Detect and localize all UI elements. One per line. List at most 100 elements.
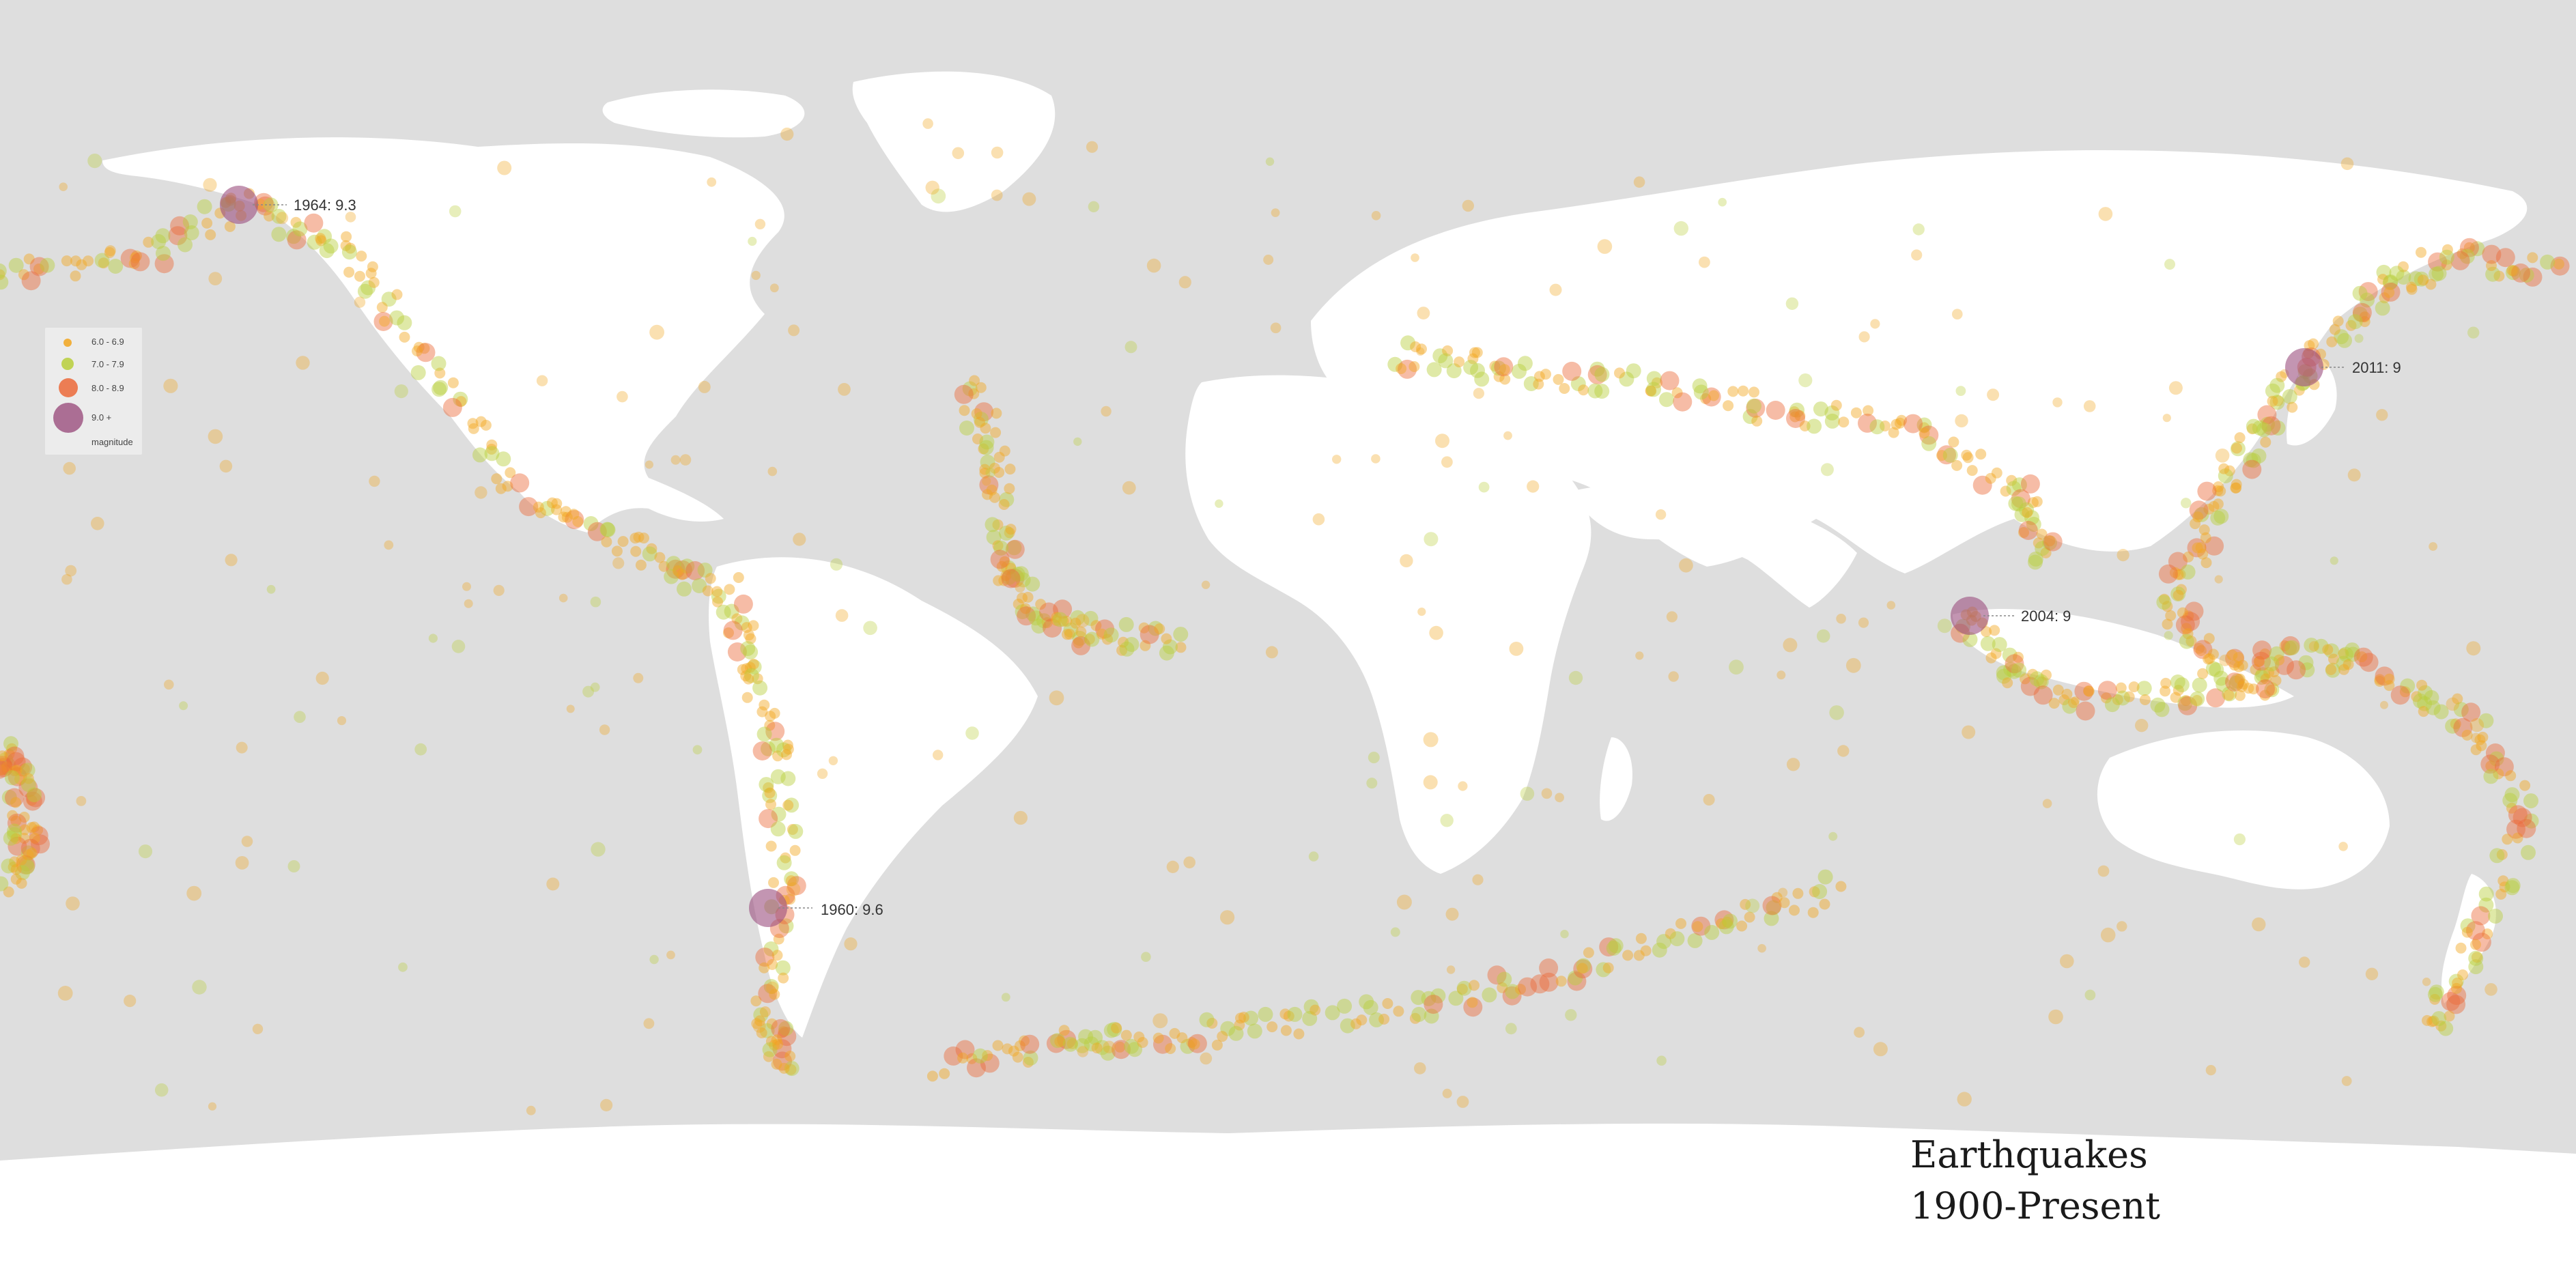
earthquake-marker [20,763,36,778]
earthquake-marker [971,408,982,419]
earthquake-marker [2026,517,2041,532]
earthquake-marker [2488,909,2503,924]
earthquake-marker [2231,479,2242,490]
earthquake-marker [1714,910,1734,930]
earthquake-marker [433,380,449,395]
earthquake-marker [2483,769,2499,784]
earthquake-marker [611,545,623,557]
earthquake-marker [2174,677,2190,693]
earthquake-marker [1660,371,1680,390]
earthquake-marker [2260,416,2275,432]
earthquake-marker [533,501,544,513]
earthquake-marker [337,716,347,726]
legend-dot-7 [61,358,74,370]
earthquake-marker [558,593,568,603]
earthquake-marker [1416,347,1425,356]
earthquake-marker [1235,1012,1246,1024]
earthquake-marker [568,509,580,520]
earthquake-marker [2429,993,2441,1005]
earthquake-marker [1279,1008,1291,1020]
earthquake-marker [2233,661,2245,672]
earthquake-marker [1744,911,1755,923]
earthquake-marker [1263,255,1274,265]
earthquake-marker [2175,584,2187,595]
earthquake-marker [978,440,994,455]
earthquake-marker [2200,532,2211,543]
earthquake-marker [1912,223,1925,236]
earthquake-marker [254,193,274,212]
earthquake-marker [2493,768,2504,780]
earthquake-marker [748,658,759,670]
earthquake-marker [220,186,258,224]
earthquake-marker [2182,628,2194,640]
earthquake-marker [1762,896,1782,915]
earthquake-marker [1503,431,1512,440]
earthquake-marker [1785,297,1799,310]
earthquake-marker [2298,655,2314,670]
legend-label-8: 8.0 - 8.9 [91,383,124,393]
earthquake-marker [993,575,1004,586]
earthquake-marker [1054,1036,1066,1047]
earthquake-marker [2343,659,2354,670]
earthquake-marker [1424,532,1439,547]
earthquake-marker [1169,1027,1180,1039]
earthquake-marker [1701,387,1721,407]
earthquake-marker [702,585,713,597]
earthquake-marker [2427,986,2443,1002]
earthquake-marker [2322,644,2334,655]
earthquake-marker [2326,336,2338,347]
earthquake-marker [979,434,995,450]
earthquake-marker [1469,980,1480,991]
legend-dot-6 [63,339,72,347]
earthquake-marker [20,845,36,861]
earthquake-marker [1287,1006,1303,1022]
earthquake-marker [323,238,339,254]
earthquake-marker [2020,474,2040,494]
earthquake-marker [698,380,711,393]
earthquake-markers [0,118,2570,1115]
earthquake-marker [1894,417,1906,429]
earthquake-marker [2408,271,2424,287]
earthquake-marker [495,483,507,494]
earthquake-marker [1133,1032,1145,1042]
earthquake-marker [414,743,427,756]
earthquake-marker [1786,758,1800,771]
earthquake-marker [1015,572,1031,588]
earthquake-marker [1555,793,1565,803]
land-antarctica [0,1123,2576,1280]
earthquake-marker [1499,373,1511,385]
earthquake-marker [784,894,796,905]
earthquake-marker [29,832,40,844]
earthquake-marker [5,746,25,766]
earthquake-marker [993,451,1005,463]
earthquake-marker [1699,256,1710,268]
earthquake-marker [1568,970,1583,986]
earthquake-marker [2170,674,2185,689]
earthquake-marker [178,237,193,253]
earthquake-marker [2446,697,2460,711]
earthquake-marker [2083,400,2096,412]
earthquake-marker [2485,266,2501,282]
earthquake-marker [1568,670,1583,685]
earthquake-marker [712,596,723,608]
earthquake-marker [40,257,55,273]
earthquake-marker [1084,1036,1099,1052]
earthquake-marker [2154,702,2170,717]
earthquake-marker [558,511,569,523]
earthquake-marker [2071,696,2080,706]
earthquake-marker [759,962,770,973]
earthquake-marker [1005,563,1017,574]
earthquake-marker [1366,778,1378,789]
earthquake-marker [1718,197,1727,207]
earthquake-marker [1120,1029,1132,1041]
earthquake-marker [766,1018,778,1029]
earthquake-marker [410,365,426,380]
earthquake-marker [1673,221,1688,236]
earthquake-marker [399,331,410,343]
earthquake-marker [1668,671,1679,682]
earthquake-marker [1396,894,1412,910]
earthquake-marker [754,1015,765,1027]
earthquake-marker [2162,618,2173,630]
earthquake-marker [2198,524,2210,536]
earthquake-marker [2223,689,2235,701]
